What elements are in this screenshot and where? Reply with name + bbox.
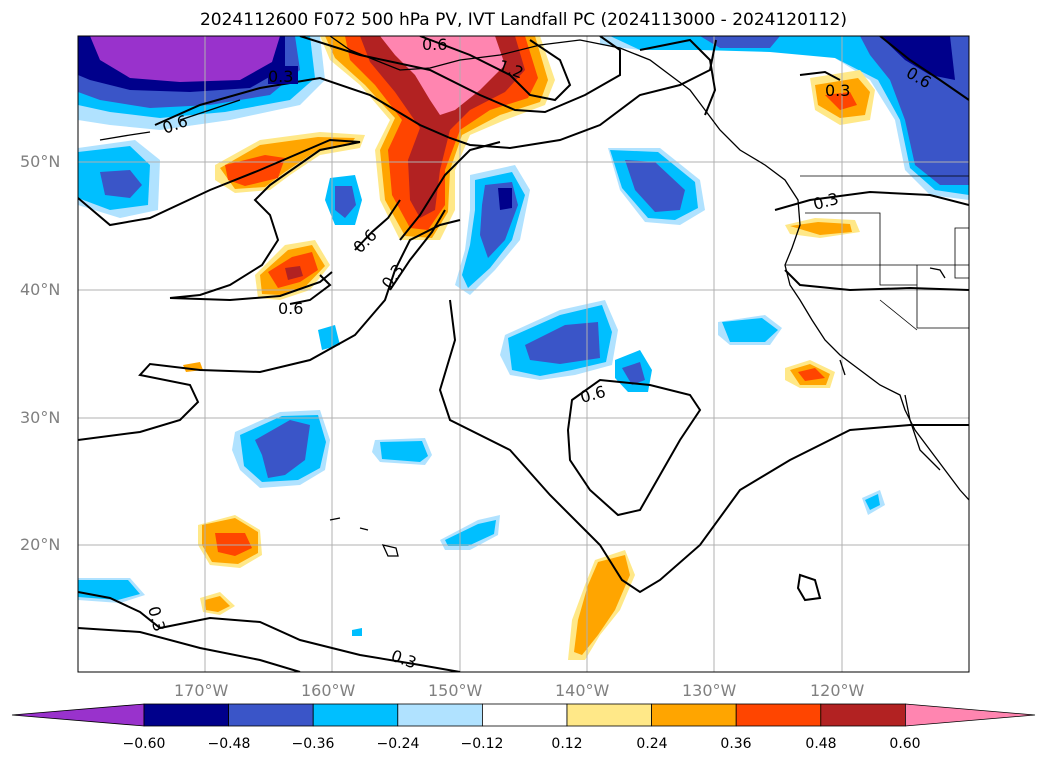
colorbar <box>11 703 1036 727</box>
contour-label: 0.6 <box>578 382 608 407</box>
contour-label: 0.3 <box>825 81 850 100</box>
positive-anomaly-south <box>183 362 262 615</box>
lon-label-170w: 170°W <box>174 681 229 700</box>
negative-anomaly-offshore-ca <box>718 315 782 345</box>
lat-label-20: 20°N <box>20 535 61 554</box>
contour-label: 0.6 <box>422 35 447 54</box>
positive-anomaly-north <box>320 36 555 240</box>
colorbar-tick: 0.12 <box>551 736 583 752</box>
positive-anomaly-southeast <box>568 550 635 660</box>
lon-label-160w: 160°W <box>301 681 356 700</box>
colorbar-tick: 0.24 <box>636 736 668 752</box>
colorbar-tick: −0.36 <box>291 736 335 752</box>
lon-label-120w: 120°W <box>810 681 865 700</box>
map-frame <box>77 35 970 673</box>
shaded-field <box>78 36 969 660</box>
colorbar-tick: −0.48 <box>207 736 251 752</box>
negative-anomaly-center <box>455 165 530 295</box>
negative-anomaly-top-left <box>78 36 325 130</box>
contour-label: 0.3 <box>378 261 408 293</box>
negative-anomaly-left-edge <box>78 140 160 218</box>
contour-label: 0.3 <box>268 67 293 86</box>
colorbar-tick: 0.48 <box>805 736 837 752</box>
map-title: 2024112600 F072 500 hPa PV, IVT Landfall… <box>199 10 847 30</box>
coastlines <box>99 36 969 557</box>
lat-label-40: 40°N <box>20 280 61 299</box>
lon-label-130w: 130°W <box>682 681 737 700</box>
negative-anomaly-north-center <box>325 175 362 225</box>
contour-label: 0.6 <box>278 299 303 318</box>
colorbar-tick: −0.24 <box>376 736 420 752</box>
colorbar-tick: −0.60 <box>122 736 166 752</box>
negative-anomaly-top-right <box>600 36 969 200</box>
graticule <box>78 36 969 672</box>
colorbar-tick: −0.12 <box>460 736 504 752</box>
negative-anomaly-west-subtropic <box>232 410 330 488</box>
lon-label-140w: 140°W <box>555 681 610 700</box>
colorbar-extend-low <box>11 703 145 727</box>
contour-label: 0.3 <box>389 646 419 673</box>
negative-anomaly-gulf <box>608 148 705 225</box>
contour-label: 0.3 <box>811 189 841 214</box>
lat-label-30: 30°N <box>20 408 61 427</box>
contour-label: 0.3 <box>144 604 169 634</box>
negative-anomaly-subtropical <box>500 300 652 392</box>
negative-anomaly-small-blobs <box>78 325 885 636</box>
lon-label-150w: 150°W <box>428 681 483 700</box>
state-borders <box>785 175 969 331</box>
colorbar-tick: 0.60 <box>889 736 921 752</box>
colorbar-extend-high <box>905 703 1036 727</box>
contour-label: 0.6 <box>349 225 380 256</box>
lat-label-50: 50°N <box>20 152 61 171</box>
colorbar-tick: 0.36 <box>720 736 752 752</box>
